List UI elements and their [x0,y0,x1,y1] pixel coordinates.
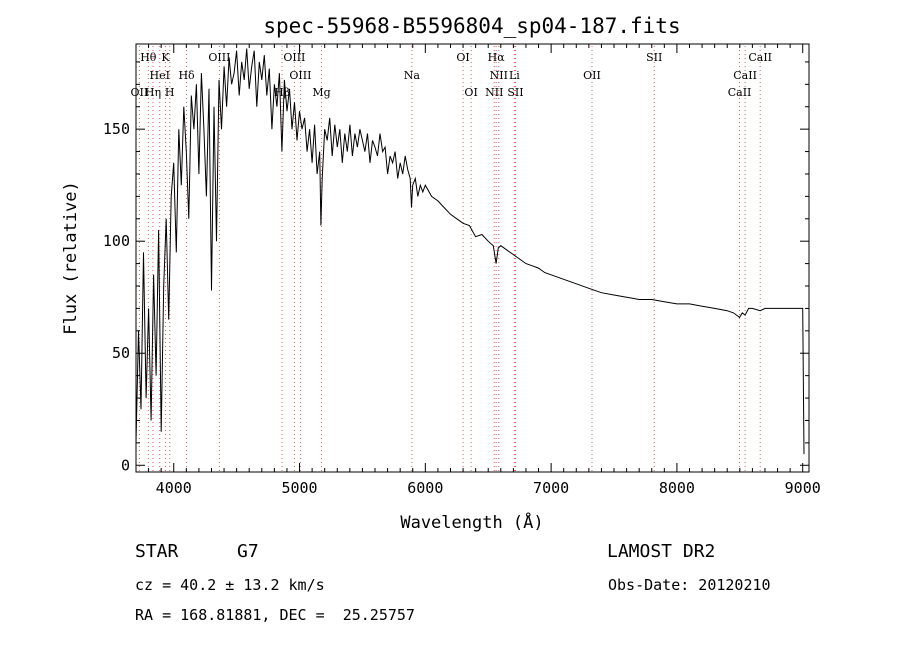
x-tick-label-4: 8000 [659,479,695,497]
spectral-line-label-0: Hθ [140,51,157,64]
spectral-line-label-13: Li [509,69,520,82]
spectral-line-label-5: Hα [488,51,506,64]
spectral-line-label-22: NII [485,86,503,99]
y-tick-label-3: 150 [103,120,130,138]
survey-name: LAMOST DR2 [607,541,716,562]
object-class: STAR [135,541,179,562]
spectral-line-label-16: OII [131,86,149,99]
spectral-line-label-20: Mg [312,86,330,99]
spectral-line-label-2: OIII [208,51,230,64]
spectral-line-label-21: OI [464,86,477,99]
observation-date: Obs-Date: 20120210 [608,576,771,594]
y-tick-label-2: 100 [103,232,130,250]
spectral-line-label-15: CaII [733,69,757,82]
spectral-line-label-9: Hδ [178,69,195,82]
spectral-line-label-7: CaII [748,51,772,64]
spectral-line-label-24: CaII [728,86,752,99]
x-axis-ticks: 4000 5000 6000 7000 8000 9000 [135,44,821,497]
spectral-line-markers [138,46,761,472]
x-tick-label-1: 5000 [281,479,317,497]
spectral-line-label-19: Hβ [274,86,290,99]
plot-frame [135,43,810,473]
y-axis-ticks: 0 50 100 150 [103,61,809,474]
x-tick-label-0: 4000 [156,479,192,497]
x-axis-label: Wavelength (Å) [400,511,543,533]
spectrum-series-line [135,48,805,455]
x-tick-label-5: 9000 [785,479,821,497]
spectral-line-label-17: Hη [145,86,161,99]
y-tick-label-0: 0 [121,456,130,474]
spectral-line-label-1: K [161,51,170,64]
spectral-line-label-23: SII [507,86,523,99]
spectral-line-label-10: OIII [289,69,311,82]
spectral-line-label-6: SII [646,51,662,64]
spectral-line-label-12: NII [490,69,508,82]
y-axis-label: Flux (relative) [61,181,81,335]
spectral-line-label-8: HeI [150,69,170,82]
spectral-line-label-3: OIII [283,51,305,64]
redshift-readout: cz = 40.2 ± 13.2 km/s [135,576,325,594]
object-subclass: G7 [237,541,259,562]
chart-title: spec-55968-B5596804_sp04-187.fits [263,14,680,38]
spectral-line-label-18: H [165,86,175,99]
coordinates-readout: RA = 168.81881, DEC = 25.25757 [135,606,415,624]
x-tick-label-2: 6000 [407,479,443,497]
spectral-line-label-14: OII [583,69,601,82]
spectral-line-label-11: Na [404,69,421,82]
spectral-line-label-4: OI [456,51,469,64]
y-tick-label-1: 50 [112,344,130,362]
x-tick-label-3: 7000 [533,479,569,497]
